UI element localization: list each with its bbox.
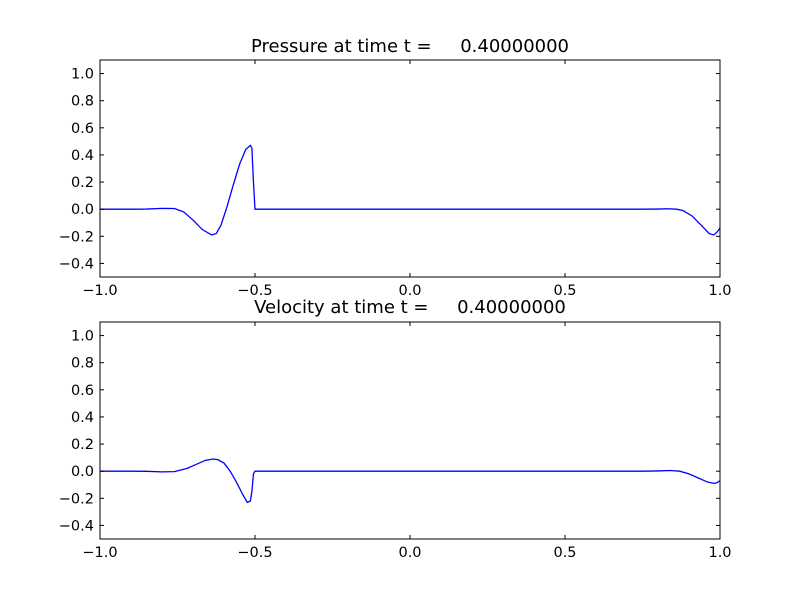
pressure-y-tick-label: 0.0 [71, 202, 94, 218]
pressure-y-tick-label: 0.2 [71, 175, 94, 191]
pressure-x-tick-label: −1.0 [82, 283, 117, 299]
velocity-x-tick-label: 1.0 [708, 545, 731, 561]
velocity-y-tick-label: 0.8 [71, 356, 94, 372]
pressure-y-tick-label: 0.4 [71, 148, 94, 164]
pressure-y-tick-label: −0.4 [59, 256, 94, 272]
pressure-series-line-0 [100, 144, 721, 236]
velocity-chart-title: Velocity at time t = 0.40000000 [254, 297, 566, 318]
pressure-y-tick-label: −0.2 [59, 229, 94, 245]
velocity-chart-axes: −1.0 −0.5 0.0 0.5 1.0 −0.4 −0.2 0.0 0.2 0.4 0.6 0.8… [59, 321, 732, 561]
velocity-x-tick-label: 0.0 [398, 545, 421, 561]
velocity-y-tick-label: 1.0 [71, 329, 94, 345]
pressure-x-tick-label: −0.5 [237, 283, 272, 299]
velocity-y-tick-label: −0.4 [59, 518, 94, 534]
pressure-chart: Pressure at time t = 0.40000000 −1.0 −0.5… [59, 36, 732, 299]
velocity-y-tick-label: 0.0 [71, 464, 94, 480]
velocity-y-tick-label: −0.2 [59, 491, 94, 507]
pressure-x-tick-label: 0.0 [398, 283, 421, 299]
pressure-y-tick-label: 1.0 [71, 67, 94, 83]
pressure-x-tick-label: 0.5 [553, 283, 576, 299]
pressure-chart-axes: −1.0 −0.5 0.0 0.5 1.0 −0.4 −0.2 0.0 0.2 0.4 0.6 0.8… [59, 59, 732, 299]
velocity-y-tick-label: 0.4 [71, 410, 94, 426]
velocity-chart: Velocity at time t = 0.40000000 −1.0 −0.5… [59, 297, 732, 561]
velocity-y-tick-label: 0.2 [71, 437, 94, 453]
velocity-x-tick-label: −1.0 [82, 545, 117, 561]
pressure-x-tick-label: 1.0 [708, 283, 731, 299]
velocity-x-tick-label: −0.5 [237, 545, 272, 561]
pressure-y-tick-label: 0.8 [71, 94, 94, 110]
velocity-x-tick-label: 0.5 [553, 545, 576, 561]
velocity-series-line-0 [100, 458, 721, 504]
pressure-y-tick-label: 0.6 [71, 121, 94, 137]
pressure-chart-title: Pressure at time t = 0.40000000 [251, 36, 569, 57]
velocity-y-tick-label: 0.6 [71, 383, 94, 399]
